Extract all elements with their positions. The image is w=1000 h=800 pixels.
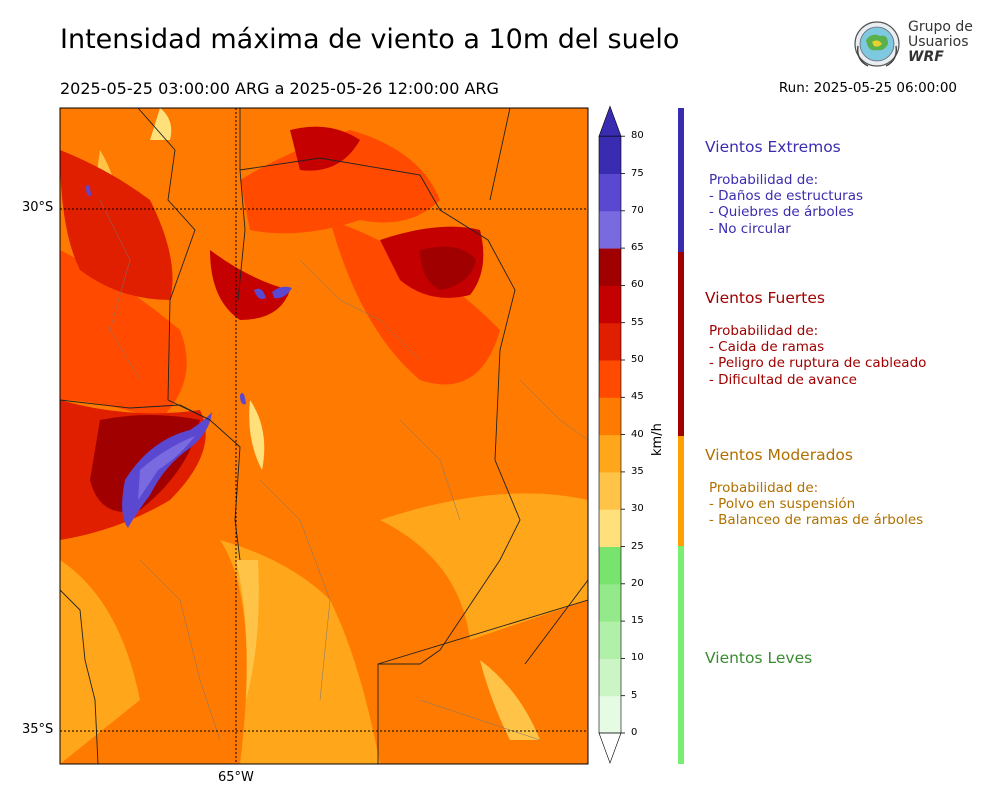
category-title: Vientos Extremos [705, 138, 841, 156]
colorbar-tick-label: 80 [631, 130, 644, 142]
colorbar-segment [599, 360, 621, 398]
colorbar-tick-label: 40 [631, 428, 644, 440]
colorbar-tick-label: 75 [631, 167, 644, 179]
colorbar-segment [599, 397, 621, 436]
category-title: Vientos Fuertes [705, 289, 825, 307]
category-description-line: - Balanceo de ramas de árboles [709, 512, 924, 529]
category-description-line: Probabilidad de: [709, 172, 819, 188]
category-description-line: Probabilidad de: [709, 323, 819, 339]
colorbar-segment [599, 285, 621, 324]
category-description-line: - No circular [709, 220, 791, 237]
colorbar-tick-label: 45 [631, 391, 644, 403]
colorbar-tick-label: 60 [631, 279, 644, 291]
colorbar-tick-label: 0 [631, 727, 638, 738]
colorbar-min-arrow [598, 732, 622, 764]
colorbar-tick-label: 20 [631, 577, 644, 589]
logo-line-3: WRF [908, 49, 944, 65]
colorbar-segment [599, 322, 621, 361]
colorbar-tick-label: 35 [631, 465, 644, 477]
colorbar-segment [599, 583, 621, 622]
lat-label-30s: 30°S [22, 200, 54, 215]
colorbar-tick-label: 5 [631, 689, 638, 701]
wind-field [60, 108, 588, 764]
colorbar-segment [599, 509, 621, 547]
category-description-line: - Caida de ramas [709, 339, 825, 356]
colorbar-max-arrow [598, 105, 622, 137]
category-description-line: - Daños de estructuras [709, 188, 864, 205]
category-description-line: Probabilidad de: [709, 480, 819, 496]
category-description-line: - Polvo en suspensión [709, 496, 856, 513]
colorbar-tick-label: 55 [631, 316, 644, 328]
colorbar-segment [599, 434, 621, 473]
colorbar [598, 105, 625, 764]
colorbar-segment [599, 173, 621, 212]
colorbar-segment [599, 546, 621, 585]
colorbar-segment [599, 136, 621, 174]
map-title: Intensidad máxima de viento a 10m del su… [60, 24, 680, 55]
graticule [60, 108, 588, 764]
category-color-bar [678, 546, 684, 764]
colorbar-segment [599, 210, 621, 249]
colorbar-unit: km/h [650, 423, 665, 456]
category-description-line: - Quiebres de árboles [709, 204, 854, 221]
colorbar-segment [599, 621, 621, 659]
logo-line-2: Usuarios [908, 34, 969, 50]
colorbar-segment [599, 471, 621, 510]
valid-period: 2025-05-25 03:00:00 ARG a 2025-05-26 12:… [60, 79, 499, 98]
category-title: Vientos Leves [705, 649, 813, 667]
run-time: Run: 2025-05-25 06:00:00 [778, 80, 957, 96]
province-borders [60, 108, 588, 764]
colorbar-tick-label: 70 [631, 204, 644, 216]
department-borders [99, 199, 588, 741]
colorbar-tick-label: 15 [631, 615, 644, 627]
colorbar-segment [599, 248, 621, 286]
colorbar-tick-label: 30 [631, 503, 644, 515]
colorbar-segment [599, 658, 621, 697]
wrf-logo: Grupo de Usuarios WRF [848, 16, 978, 74]
globe-logo-icon [854, 21, 900, 67]
lon-label-65w: 65°W [218, 770, 254, 785]
category-description-line: - Peligro de ruptura de cableado [709, 355, 927, 372]
category-color-bar [678, 108, 684, 252]
colorbar-tick-label: 25 [631, 540, 644, 552]
logo-line-1: Grupo de [908, 19, 973, 35]
category-color-bar [678, 436, 684, 546]
lat-label-35s: 35°S [22, 722, 54, 737]
colorbar-tick-label: 65 [631, 242, 644, 254]
category-description-line: - Dificultad de avance [709, 371, 857, 388]
colorbar-segment [599, 695, 621, 734]
colorbar-tick-label: 10 [631, 652, 644, 664]
colorbar-tick-label: 50 [631, 354, 644, 365]
category-title: Vientos Moderados [705, 446, 853, 464]
map-frame [59, 107, 589, 765]
category-color-bar [678, 252, 684, 436]
